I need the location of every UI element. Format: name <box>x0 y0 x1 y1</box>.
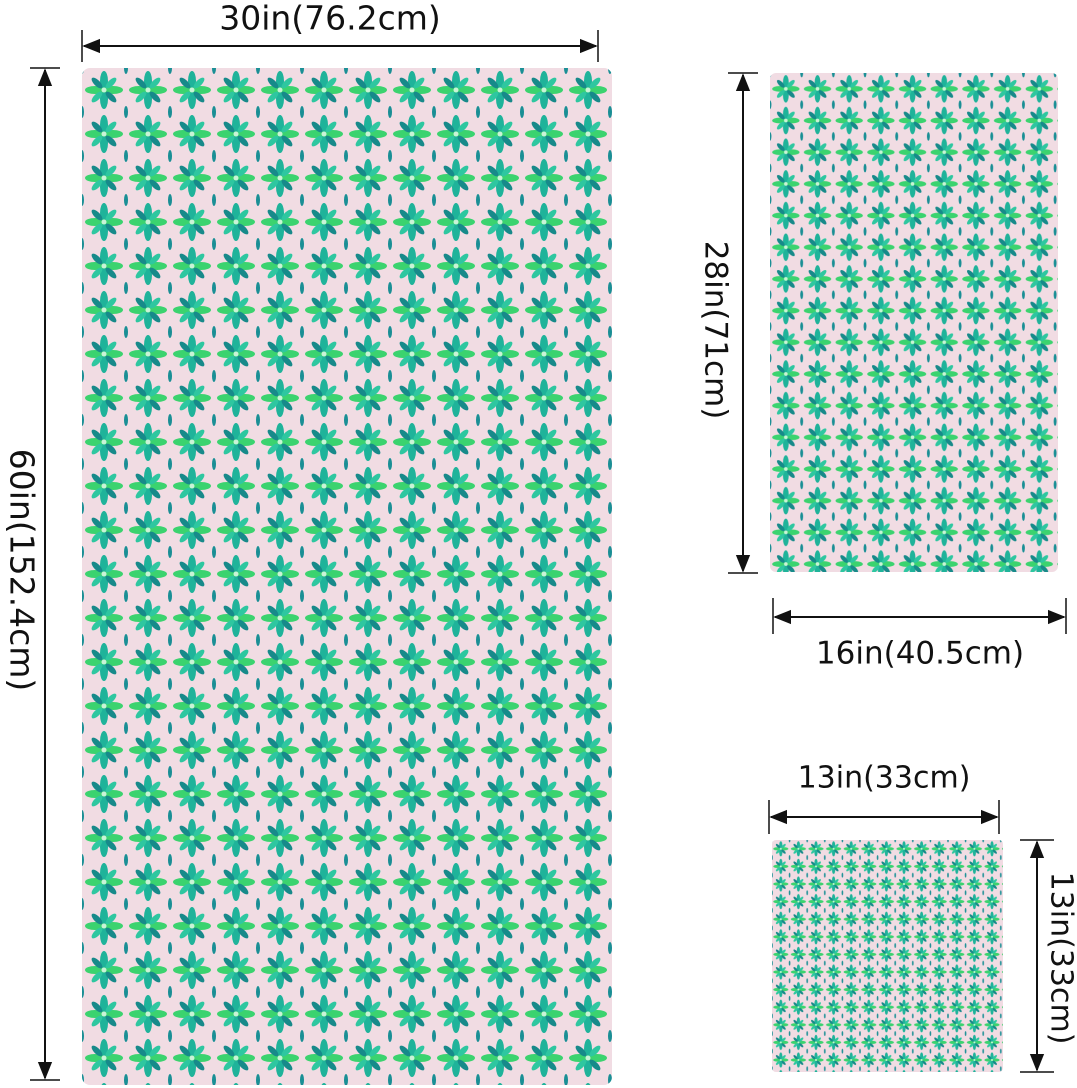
height-label: 13in(33cm) <box>1044 872 1077 1045</box>
bath-towel <box>82 68 612 1085</box>
width-label: 13in(33cm) <box>798 761 971 796</box>
height-label: 28in(71cm) <box>698 241 734 420</box>
width-label: 16in(40.5cm) <box>816 636 1024 672</box>
width-label: 30in(76.2cm) <box>219 0 441 38</box>
washcloth <box>772 840 1003 1072</box>
height-label: 60in(152.4cm) <box>3 449 42 692</box>
hand-towel <box>770 73 1058 572</box>
